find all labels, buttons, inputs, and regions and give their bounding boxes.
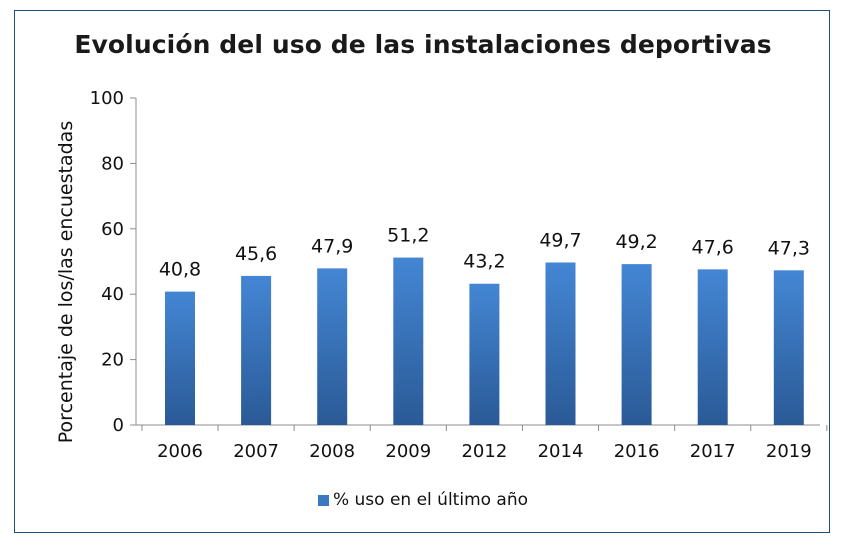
y-tick-label: 20 [101, 350, 124, 371]
x-tick-label-2006: 2006 [157, 441, 203, 462]
bar-2016 [621, 264, 652, 425]
bar-2007 [241, 275, 272, 425]
y-tick-label: 60 [101, 219, 124, 240]
legend: % uso en el último año [0, 490, 846, 510]
data-label-2006: 40,8 [159, 259, 201, 281]
x-tick-label-2017: 2017 [690, 441, 736, 462]
y-axis-label: Porcentaje de los/las encuestadas [55, 121, 77, 443]
x-tick-label-2016: 2016 [614, 441, 660, 462]
y-tick-label: 80 [101, 153, 124, 174]
bar-2006 [165, 291, 195, 425]
legend-label: % uso en el último año [332, 490, 529, 510]
bar-2017 [697, 269, 728, 425]
x-tick-label-2009: 2009 [385, 441, 431, 462]
data-label-2019: 47,3 [768, 237, 810, 259]
x-tick-label-2007: 2007 [233, 441, 279, 462]
data-label-2017: 47,6 [692, 236, 734, 258]
bar-2012 [469, 283, 500, 425]
data-label-2016: 49,2 [615, 231, 657, 253]
x-tick-label-2014: 2014 [538, 441, 584, 462]
x-tick-label-2019: 2019 [766, 441, 812, 462]
x-tick-label-2008: 2008 [309, 441, 355, 462]
y-tick-label: 100 [90, 88, 124, 109]
bar-2009 [393, 257, 424, 425]
legend-swatch [317, 494, 329, 506]
y-tick-label: 40 [101, 284, 124, 305]
x-tick-label-2012: 2012 [461, 441, 507, 462]
bar-2019 [773, 270, 804, 425]
chart-title: Evolución del uso de las instalaciones d… [74, 30, 772, 59]
data-label-2008: 47,9 [311, 235, 353, 257]
data-label-2012: 43,2 [463, 251, 505, 273]
bar-2008 [317, 268, 348, 425]
bar-2014 [545, 262, 576, 425]
data-label-2014: 49,7 [539, 229, 581, 251]
data-label-2007: 45,6 [235, 243, 277, 265]
data-label-2009: 51,2 [387, 225, 429, 247]
y-tick-label: 0 [113, 415, 124, 436]
